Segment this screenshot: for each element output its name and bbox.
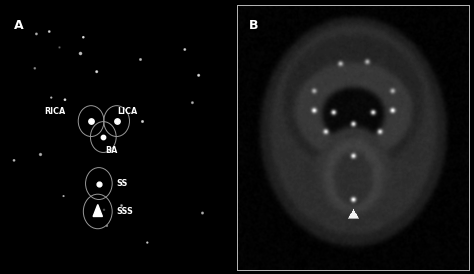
- Point: [195, 73, 202, 78]
- Point: [103, 224, 111, 228]
- Point: [189, 101, 196, 105]
- Point: [33, 32, 40, 36]
- Text: SSS: SSS: [117, 207, 134, 216]
- Text: A: A: [13, 19, 23, 32]
- Point: [80, 35, 87, 39]
- Point: [113, 119, 120, 123]
- Point: [76, 51, 84, 56]
- Point: [181, 47, 189, 52]
- Point: [138, 119, 146, 123]
- Point: [61, 98, 69, 102]
- Text: RICA: RICA: [44, 107, 65, 116]
- Point: [118, 203, 125, 208]
- Point: [144, 240, 151, 245]
- Polygon shape: [93, 204, 102, 216]
- Point: [31, 66, 38, 70]
- Point: [47, 95, 55, 100]
- Text: LICA: LICA: [118, 107, 138, 116]
- Point: [95, 181, 103, 186]
- Text: B: B: [248, 19, 258, 32]
- Point: [36, 152, 44, 156]
- Point: [199, 211, 206, 215]
- Point: [100, 208, 108, 212]
- Point: [136, 56, 144, 61]
- Point: [60, 194, 67, 198]
- Point: [93, 70, 100, 74]
- Point: [56, 45, 64, 50]
- Point: [10, 158, 18, 162]
- Point: [100, 135, 107, 139]
- Point: [87, 119, 95, 123]
- Text: SS: SS: [117, 179, 128, 188]
- Point: [46, 29, 53, 34]
- Text: BA: BA: [105, 146, 117, 155]
